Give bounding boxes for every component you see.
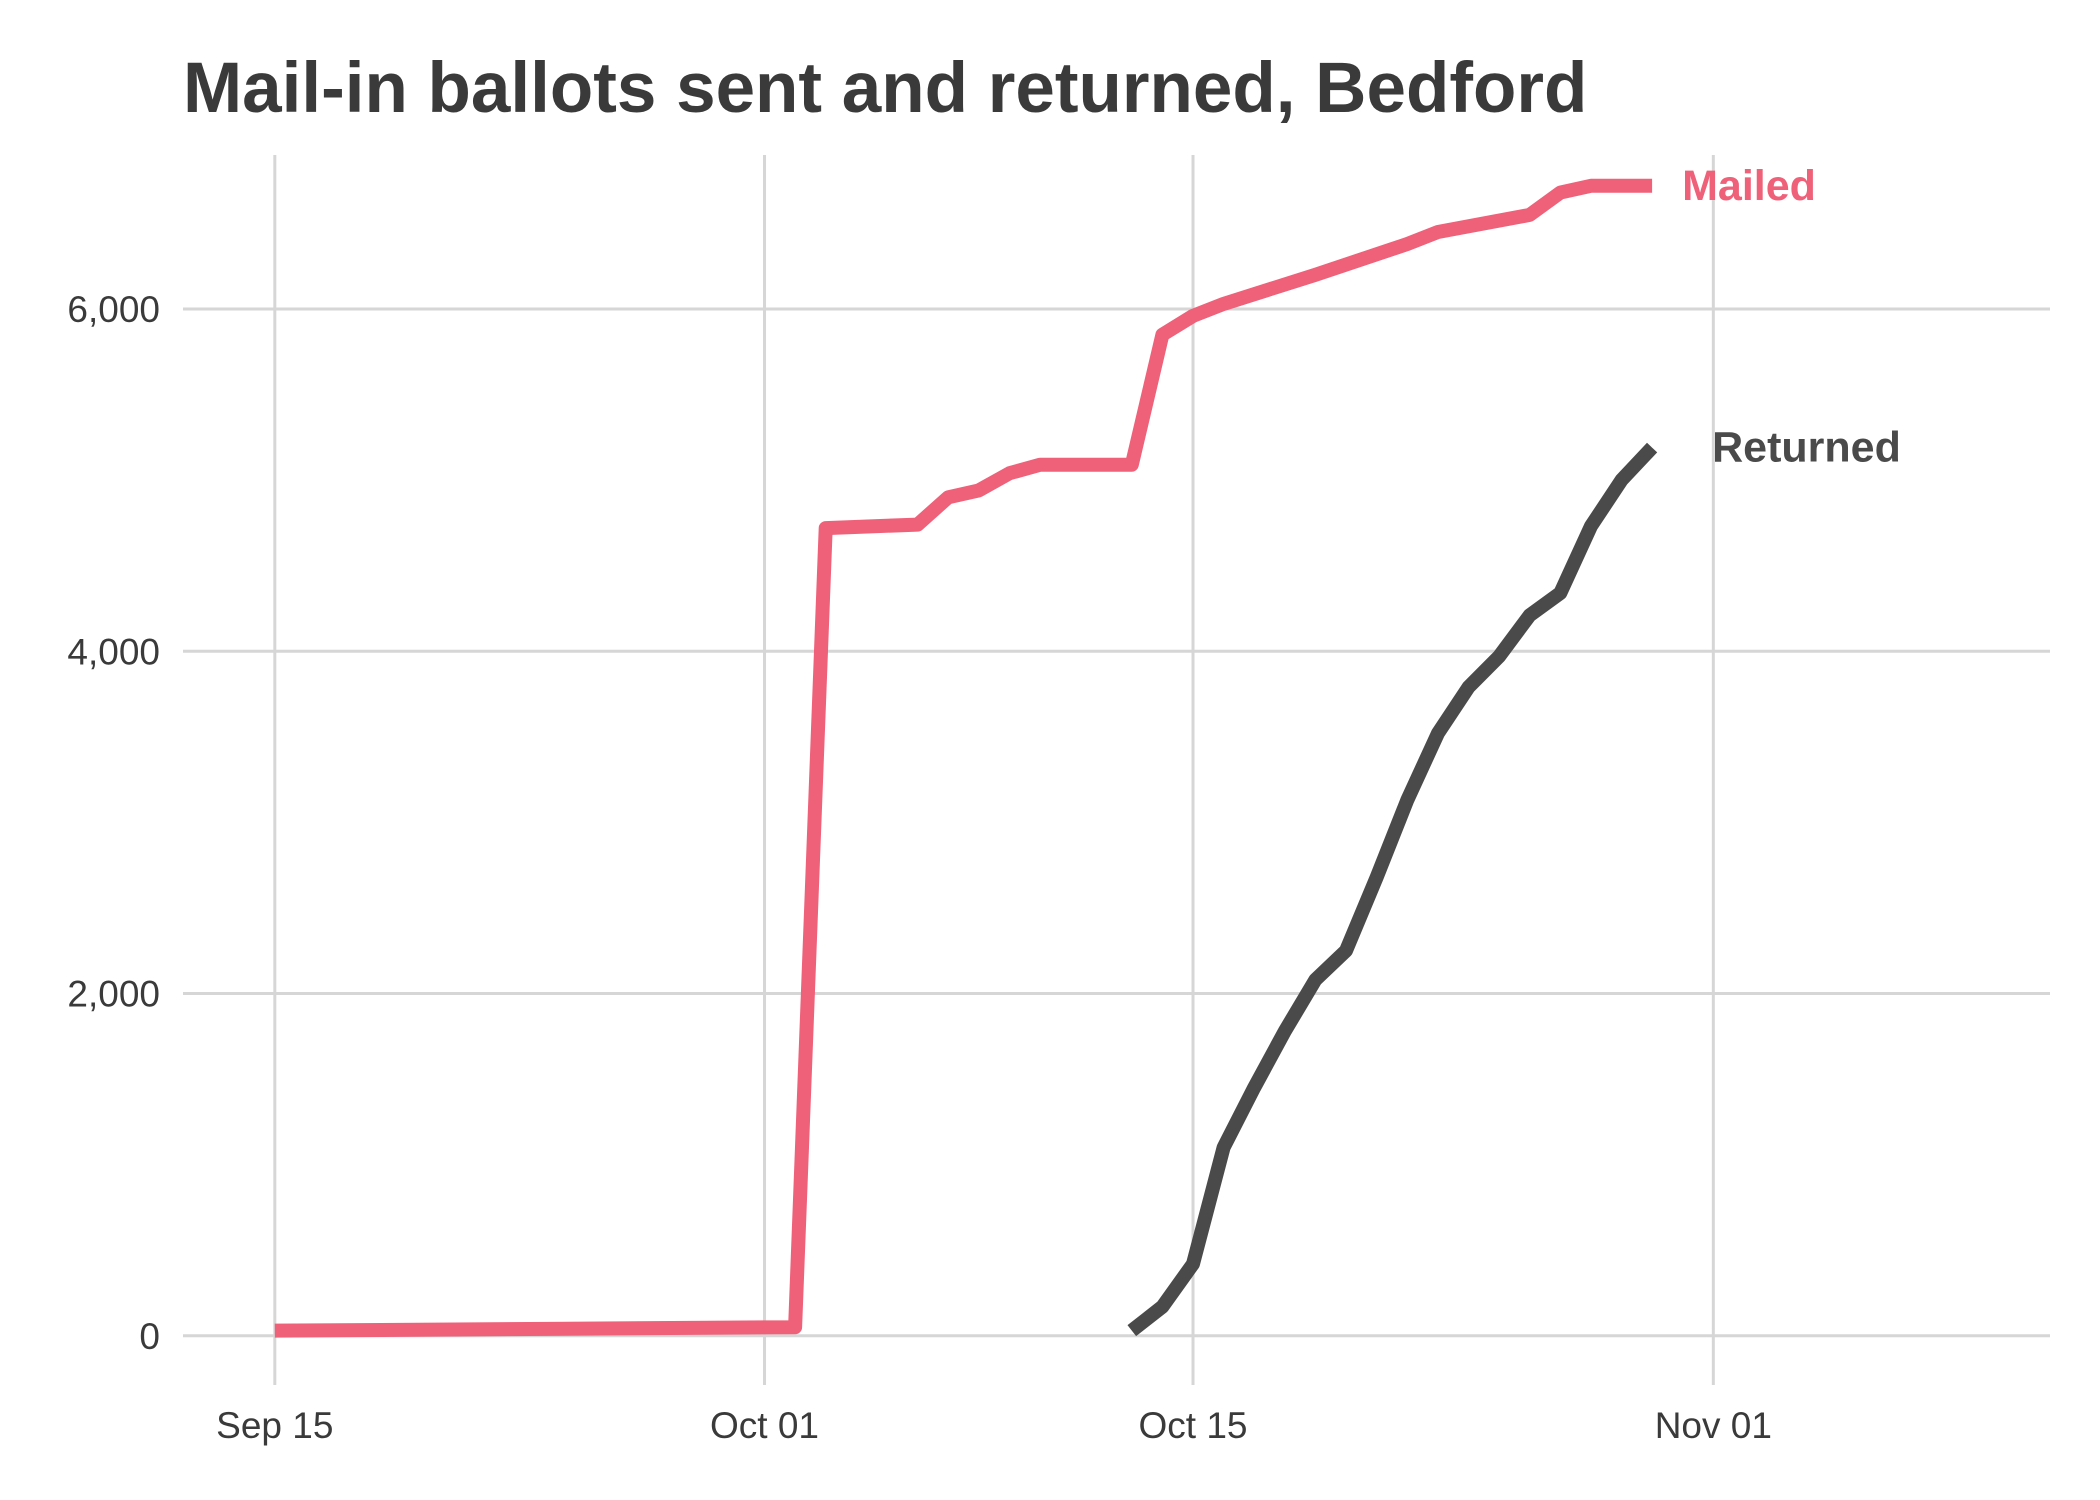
y-tick-label: 4,000 — [67, 631, 160, 672]
y-tick-label: 6,000 — [67, 289, 160, 330]
x-tick-label: Sep 15 — [216, 1405, 333, 1446]
chart-title: Mail-in ballots sent and returned, Bedfo… — [183, 49, 1587, 128]
series-line-mailed — [275, 186, 1652, 1331]
series-end-labels: Mailed Returned — [1682, 162, 1901, 472]
y-axis-tick-labels: 0 2,000 4,000 6,000 — [67, 289, 160, 1357]
y-tick-label: 2,000 — [67, 974, 160, 1015]
x-tick-label: Oct 01 — [710, 1405, 819, 1446]
x-axis-tick-labels: Sep 15 Oct 01 Oct 15 Nov 01 — [216, 1405, 1772, 1446]
x-tick-label: Nov 01 — [1655, 1405, 1772, 1446]
series-label-mailed: Mailed — [1682, 162, 1816, 210]
x-gridlines — [275, 155, 1714, 1385]
x-tick-label: Oct 15 — [1139, 1405, 1248, 1446]
series-label-returned: Returned — [1712, 424, 1901, 472]
series-line-returned — [1132, 448, 1652, 1331]
y-tick-label: 0 — [139, 1316, 160, 1357]
series-lines — [275, 186, 1652, 1331]
